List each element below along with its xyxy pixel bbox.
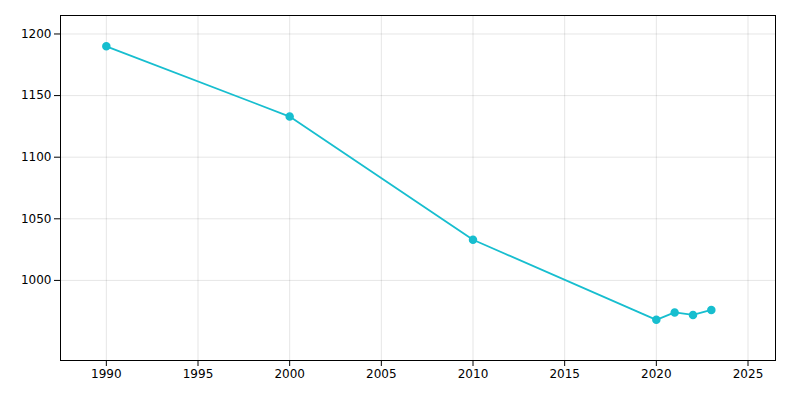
svg-text:2015: 2015: [549, 367, 580, 381]
svg-text:2005: 2005: [366, 367, 397, 381]
svg-text:1100: 1100: [21, 150, 52, 164]
svg-text:1990: 1990: [91, 367, 122, 381]
svg-text:1150: 1150: [21, 88, 52, 102]
svg-text:2025: 2025: [733, 367, 764, 381]
svg-text:2010: 2010: [458, 367, 489, 381]
svg-text:1200: 1200: [21, 27, 52, 41]
svg-text:1050: 1050: [21, 212, 52, 226]
svg-text:2000: 2000: [274, 367, 305, 381]
svg-text:1000: 1000: [21, 273, 52, 287]
svg-text:2020: 2020: [641, 367, 672, 381]
svg-text:1995: 1995: [183, 367, 214, 381]
